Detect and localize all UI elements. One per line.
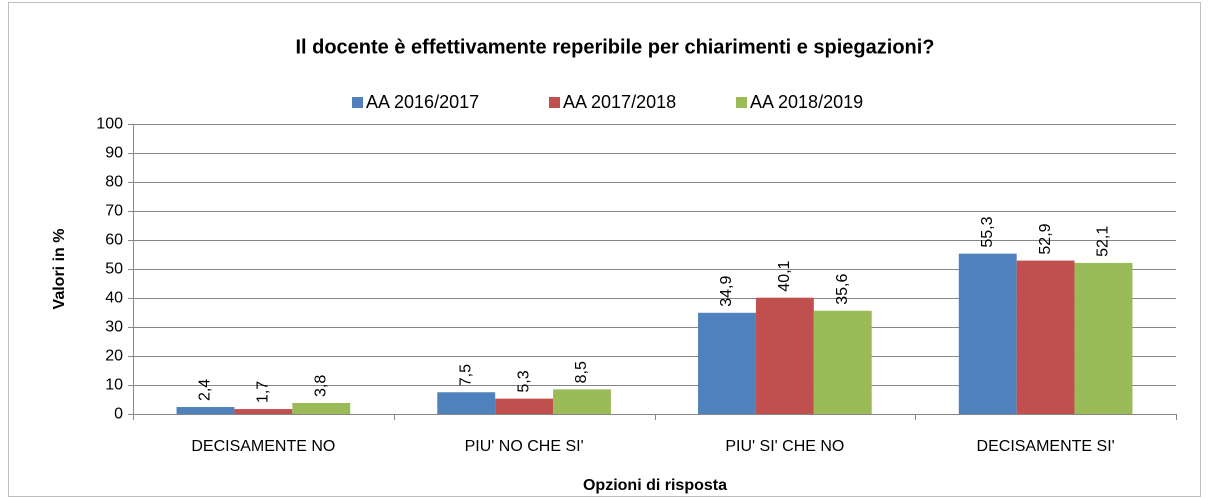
data-label: 2,4 [197, 379, 214, 401]
data-label: 5,3 [515, 370, 532, 392]
y-tick-label: 30 [105, 319, 123, 336]
bar [755, 297, 814, 414]
chart-frame [8, 2, 1201, 497]
data-label: 40,1 [776, 260, 793, 291]
y-tick-label: 60 [105, 232, 123, 249]
x-tick-label: PIU' NO CHE SI' [465, 438, 584, 455]
data-label: 52,1 [1095, 226, 1112, 257]
chart-title: Il docente è effettivamente reperibile p… [295, 36, 934, 58]
bar [698, 312, 756, 414]
x-tick-label: PIU' SI' CHE NO [725, 438, 844, 455]
x-tick-label: DECISAMENTE NO [191, 438, 335, 455]
bar [813, 310, 872, 414]
legend-label: AA 2017/2018 [563, 92, 676, 112]
data-label: 34,9 [718, 276, 735, 307]
bar [1074, 262, 1133, 414]
y-axis-title: Valori in % [51, 229, 68, 310]
x-axis-title: Opzioni di risposta [583, 477, 727, 494]
bar [437, 392, 496, 414]
bar [958, 253, 1017, 414]
y-tick-label: 80 [105, 174, 123, 191]
data-label: 1,7 [255, 381, 272, 403]
bar [1016, 260, 1075, 414]
y-tick-label: 40 [105, 290, 123, 307]
bar [553, 389, 611, 414]
y-tick-label: 100 [96, 116, 123, 133]
y-tick-label: 70 [105, 203, 123, 220]
y-tick-label: 10 [105, 377, 123, 394]
y-tick-label: 90 [105, 145, 123, 162]
legend-swatch [549, 97, 560, 108]
legend-label: AA 2016/2017 [366, 92, 479, 112]
data-label: 3,8 [312, 375, 329, 397]
data-label: 52,9 [1037, 223, 1054, 254]
bar [495, 398, 554, 414]
x-tick-label: DECISAMENTE SI' [977, 438, 1115, 455]
data-label: 7,5 [457, 364, 474, 386]
bar [176, 407, 235, 414]
legend-swatch [352, 97, 363, 108]
y-tick-label: 0 [114, 406, 123, 423]
legend-swatch [736, 97, 747, 108]
data-label: 35,6 [834, 274, 851, 305]
bar [234, 409, 293, 414]
legend-label: AA 2018/2019 [750, 92, 863, 112]
bar [292, 402, 351, 414]
data-label: 8,5 [573, 361, 590, 383]
y-tick-label: 20 [105, 348, 123, 365]
data-label: 55,3 [979, 216, 996, 247]
y-tick-label: 50 [105, 261, 123, 278]
